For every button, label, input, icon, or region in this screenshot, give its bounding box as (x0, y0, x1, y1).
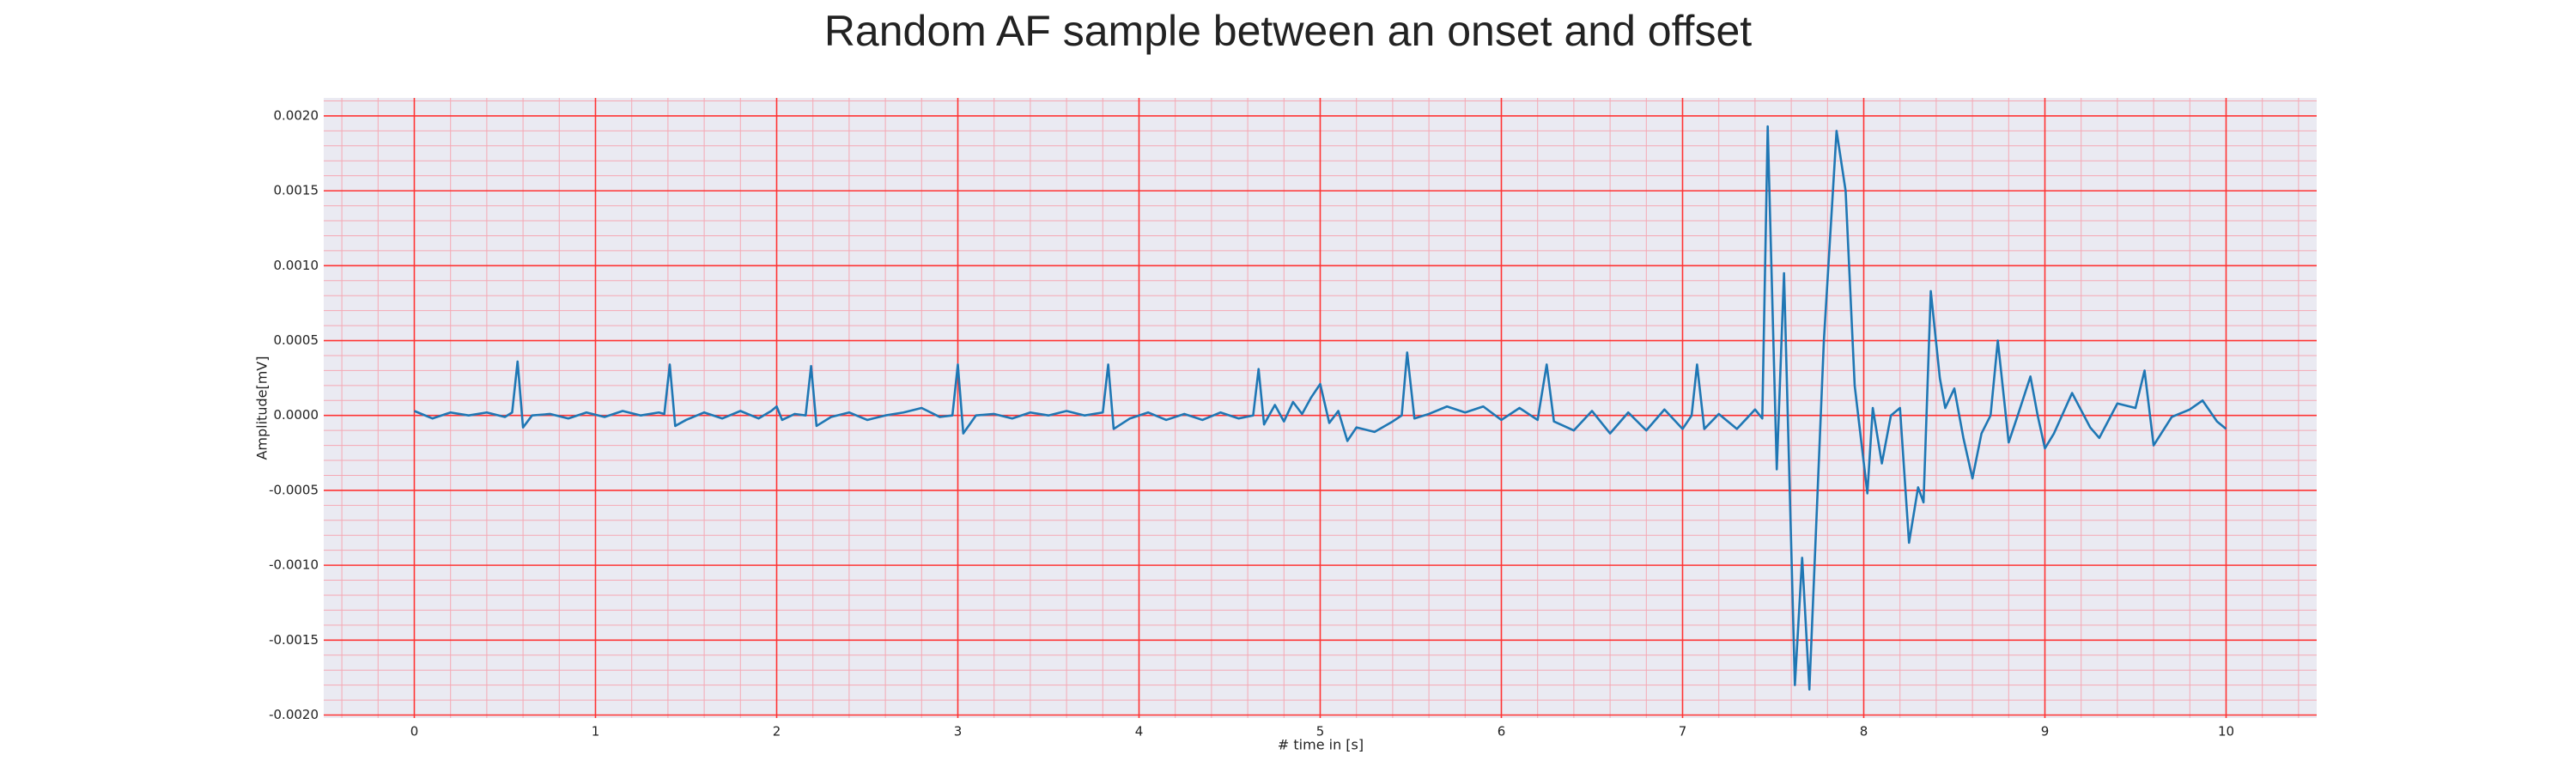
x-axis-label: # time in [s] (1278, 737, 1364, 753)
y-tick-label: 0.0000 (274, 407, 319, 423)
x-tick-label: 0 (410, 724, 419, 740)
y-tick-label: 0.0005 (274, 332, 319, 348)
data-layer (414, 125, 2227, 691)
x-tick-label: 5 (1316, 724, 1325, 740)
y-tick-label: -0.0010 (269, 557, 319, 573)
labels: 0 1 2 3 4 5 6 7 8 9 10 -0.0020 -0.0015 -0.0010 -0.0005… (269, 107, 2234, 739)
y-axis-label: Amplitude[mV] (254, 356, 270, 460)
grid (324, 98, 2317, 718)
x-tick-label: 4 (1135, 724, 1144, 740)
x-tick-label: 8 (1860, 724, 1868, 740)
y-tick-label: 0.0015 (274, 183, 319, 198)
chart-title: Random AF sample between an onset and of… (824, 7, 1752, 55)
signal-line (414, 125, 2227, 691)
y-tick-label: 0.0020 (274, 107, 319, 123)
x-tick-label: 7 (1679, 724, 1687, 740)
x-tick-label: 10 (2218, 724, 2234, 740)
x-tick-label: 3 (954, 724, 963, 740)
x-tick-label: 6 (1498, 724, 1506, 740)
y-tick-label: -0.0005 (269, 482, 319, 497)
x-tick-label: 1 (592, 724, 600, 740)
x-tick-label: 9 (2041, 724, 2050, 740)
y-tick-label: -0.0020 (269, 707, 319, 722)
x-tick-label: 2 (773, 724, 781, 740)
y-tick-label: 0.0010 (274, 258, 319, 273)
y-tick-label: -0.0015 (269, 632, 319, 648)
